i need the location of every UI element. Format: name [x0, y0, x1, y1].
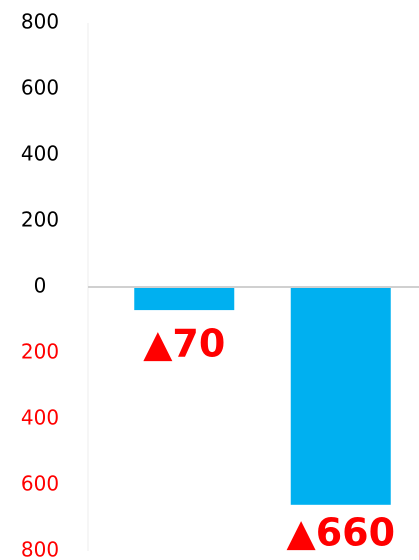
bar	[134, 287, 235, 311]
y-tick-label: 400	[21, 142, 59, 166]
y-tick-label: 600	[21, 76, 59, 100]
y-tick-label: 600	[21, 472, 59, 496]
bar	[290, 287, 391, 505]
y-tick-label: 800	[21, 538, 59, 560]
y-tick-label: 200	[21, 208, 59, 232]
y-tick-label: 800	[21, 10, 59, 34]
y-tick-label: 400	[21, 406, 59, 430]
y-tick-label: 200	[21, 340, 59, 364]
value-label: ▲660	[286, 511, 395, 555]
y-tick-label: 0	[34, 274, 47, 298]
value-label: ▲70	[143, 322, 225, 366]
